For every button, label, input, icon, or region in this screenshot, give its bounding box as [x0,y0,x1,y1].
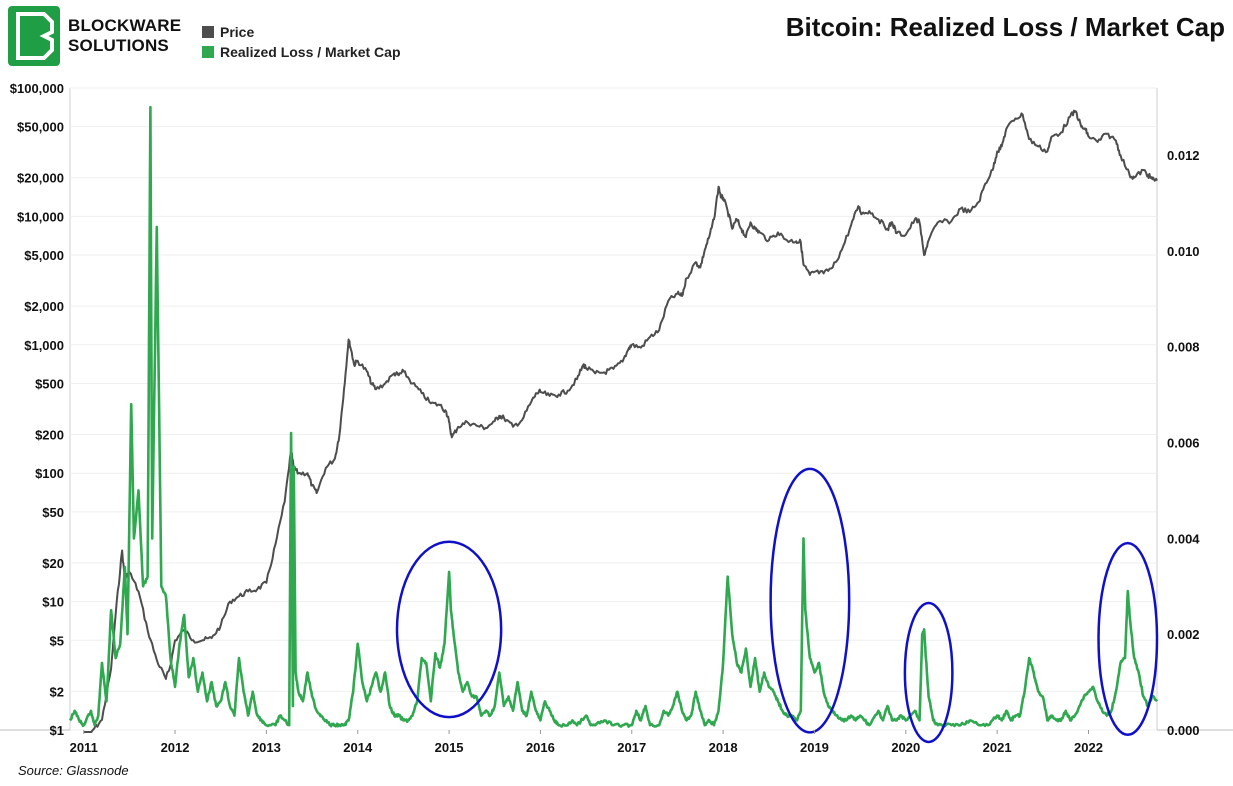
legend-label-realized-loss: Realized Loss / Market Cap [220,44,401,60]
left-tick-label: $50 [42,505,64,520]
left-tick-label: $100 [35,466,64,481]
legend-swatch-price [202,26,214,38]
x-tick-label: 2011 [70,740,98,755]
right-axis: 0.012 0.010 0.008 0.006 0.004 0.002 0.000 [1167,148,1200,738]
x-tick-label: 2016 [526,740,555,755]
right-tick-label: 0.004 [1167,531,1200,546]
highlight-ellipse [395,540,503,719]
chart-title: Bitcoin: Realized Loss / Market Cap [786,12,1225,42]
right-tick-label: 0.000 [1167,723,1200,738]
left-tick-label: $1 [50,723,64,738]
x-tick-label: 2018 [709,740,738,755]
right-tick-label: 0.008 [1167,340,1200,355]
highlight-ellipse [903,601,954,744]
left-tick-label: $10,000 [17,209,64,224]
right-tick-label: 0.012 [1167,148,1200,163]
highlight-ellipse [1097,541,1159,737]
right-tick-label: 0.002 [1167,627,1200,642]
x-tick-label: 2017 [617,740,646,755]
x-tick-label: 2013 [252,740,281,755]
x-tick-label: 2021 [983,740,1012,755]
legend: Price Realized Loss / Market Cap [202,24,401,60]
left-tick-label: $2,000 [24,299,64,314]
left-tick-label: $20,000 [17,171,64,186]
x-tick-label: 2014 [343,740,373,755]
left-tick-label: $2 [50,684,64,699]
left-tick-label: $1,000 [24,338,64,353]
x-axis: 2011 2012 2013 2014 2015 2016 2017 2018 2019 2020… [70,730,1103,755]
x-tick-label: 2015 [435,740,464,755]
x-tick-label: 2019 [800,740,829,755]
source-note: Source: Glassnode [18,763,129,778]
left-tick-label: $50,000 [17,120,64,135]
left-tick-label: $200 [35,428,64,443]
right-tick-label: 0.006 [1167,436,1200,451]
logo-mark-icon [16,12,54,60]
left-tick-label: $500 [35,376,64,391]
logo-icon [8,6,60,66]
left-tick-label: $20 [42,556,64,571]
gridlines [70,87,1157,731]
legend-label-price: Price [220,24,254,40]
x-tick-label: 2012 [161,740,190,755]
x-tick-label: 2020 [891,740,920,755]
left-tick-label: $5,000 [24,248,64,263]
realized-loss-line [68,105,1159,728]
right-tick-label: 0.010 [1167,244,1200,259]
brand-name-line1: BLOCKWARE [68,16,181,35]
left-tick-label: $5 [50,633,64,648]
highlight-ellipse [769,467,851,734]
legend-swatch-realized-loss [202,46,214,58]
brand-name-line2: SOLUTIONS [68,36,169,55]
annotation-layer [395,467,1159,744]
series-layer [68,105,1159,733]
brand-logo: BLOCKWARE SOLUTIONS [8,6,181,66]
left-axis: $100,000 $50,000 $20,000 $10,000 $5,000 $2,00… [10,81,64,738]
x-tick-label: 2022 [1074,740,1103,755]
left-tick-label: $10 [42,595,64,610]
price-line [83,109,1158,733]
left-tick-label: $100,000 [10,81,64,96]
